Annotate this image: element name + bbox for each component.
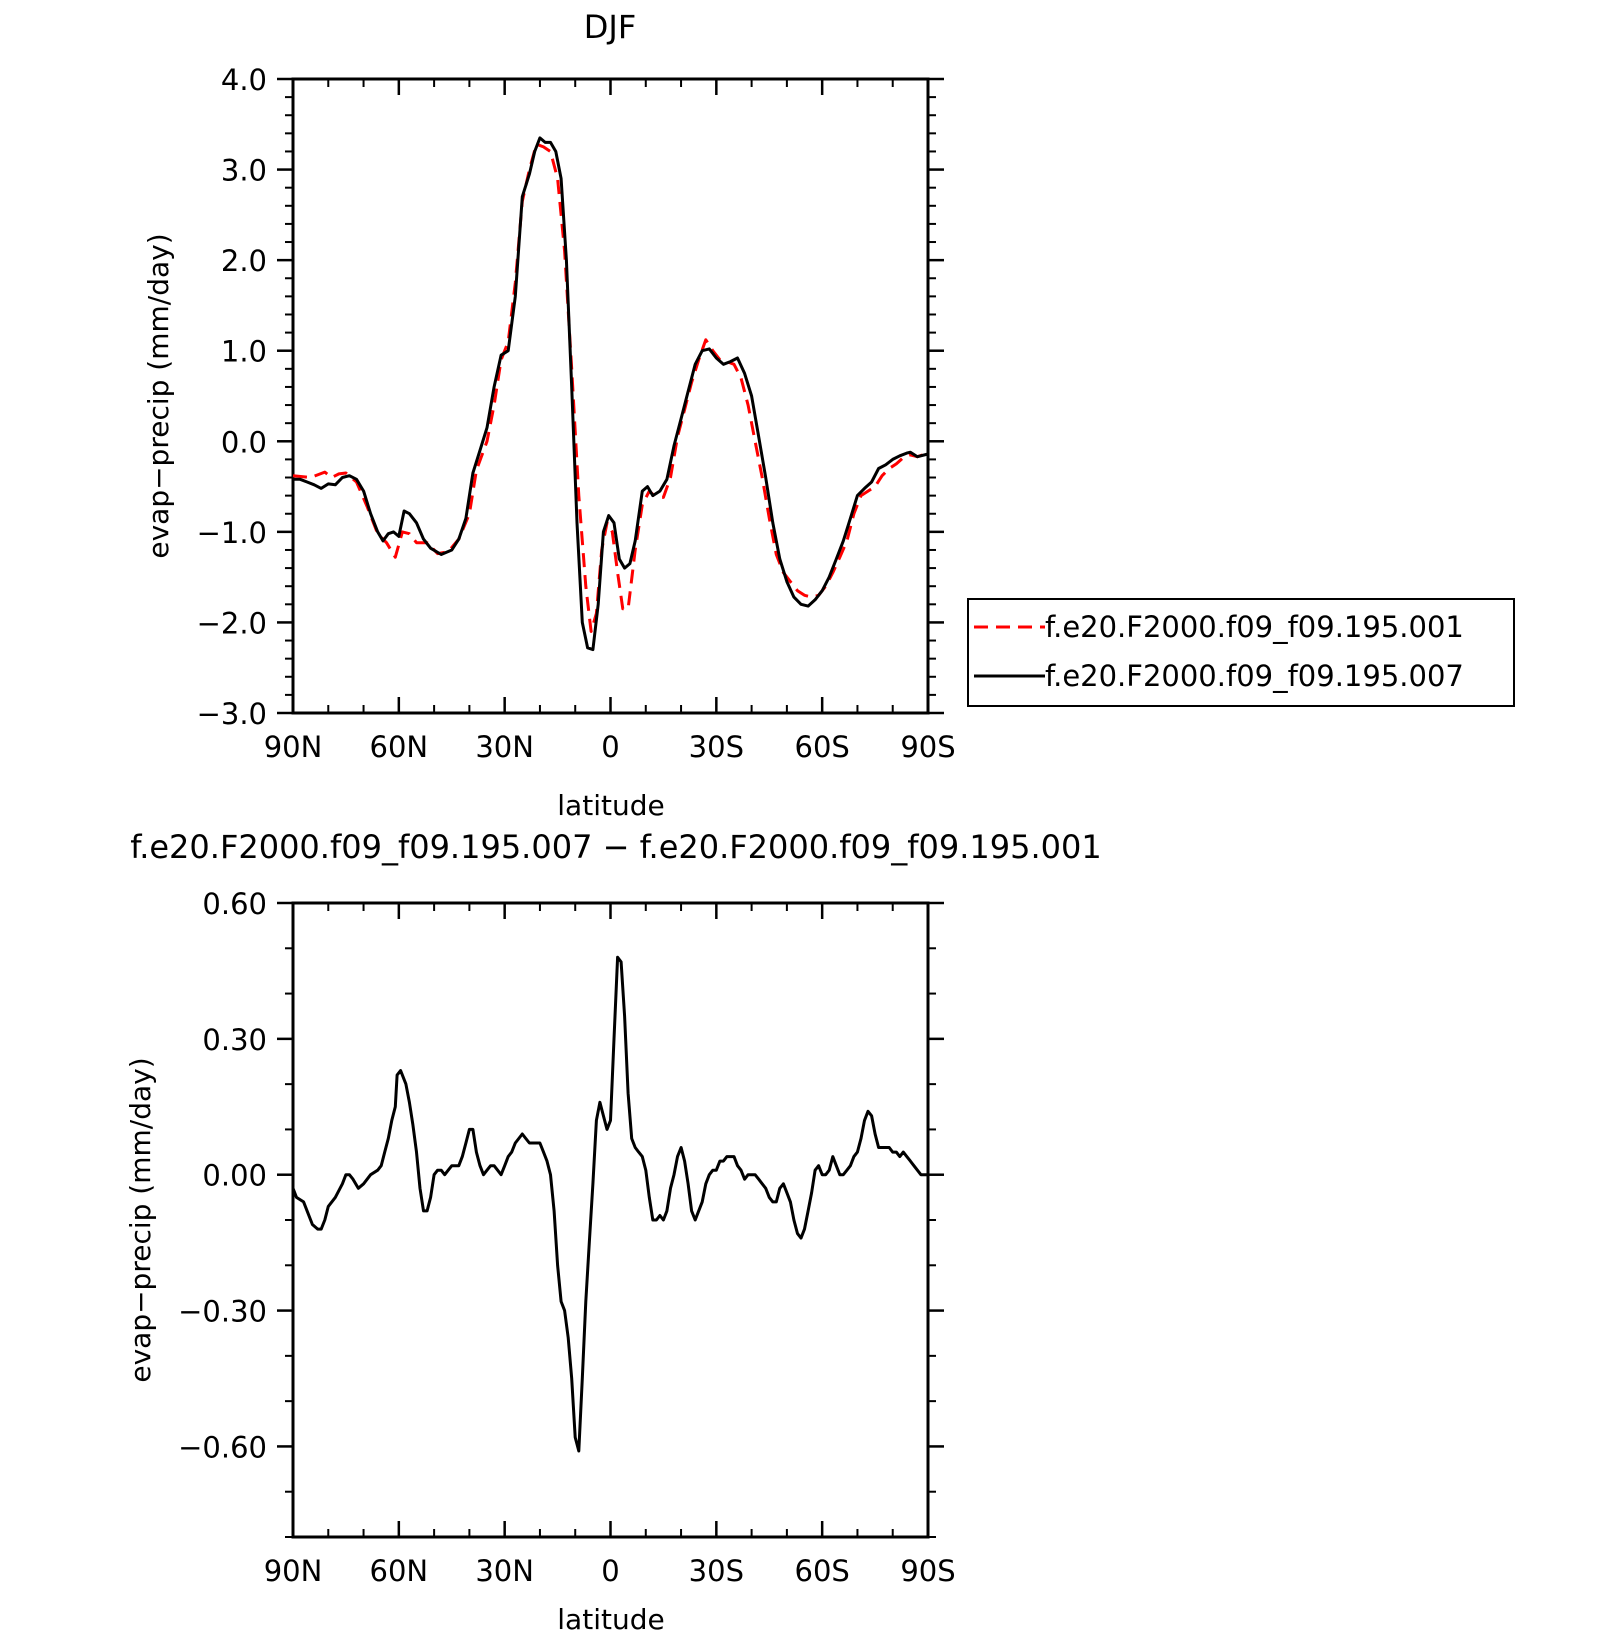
top-x-tick-label: 90S: [900, 730, 955, 764]
bottom-x-tick-label: 0: [601, 1554, 619, 1588]
difference-panel: f.e20.F2000.f09_f09.195.007 − f.e20.F200…: [124, 828, 1102, 1635]
top-y-tick-label: 0.0: [221, 425, 267, 459]
bottom-x-tick-label: 90S: [900, 1554, 955, 1588]
bottom-y-axis-label: evap−precip (mm/day): [124, 1057, 157, 1382]
top-x-tick-label: 30N: [475, 730, 534, 764]
top-y-tick-label: 1.0: [221, 335, 267, 369]
bottom-y-tick-label: −0.60: [178, 1430, 267, 1464]
top-y-tick-label: −2.0: [197, 606, 267, 640]
bottom-y-tick-label: −0.30: [178, 1295, 267, 1329]
top-x-tick-label: 0: [601, 730, 619, 764]
legend-box: [967, 598, 1515, 707]
top-series-line-0: [292, 142, 929, 633]
bottom-y-tick-label: 0.60: [202, 887, 267, 921]
bottom-x-tick-label: 60N: [370, 1554, 429, 1588]
djf-panel: DJF 90N 60N 30N 0 30S 60S 90S 4.0 3.0 2.0 1.0 0.0 −1…: [142, 8, 1515, 822]
legend: f.e20.F2000.f09_f09.195.001 f.e20.F2000.…: [967, 598, 1515, 707]
top-x-tick-label: 90N: [264, 730, 323, 764]
top-y-tick-label: −1.0: [197, 516, 267, 550]
top-plot-frame: [291, 77, 930, 715]
legend-label-007: f.e20.F2000.f09_f09.195.007: [1045, 659, 1464, 693]
bottom-x-axis-label: latitude: [557, 1603, 664, 1635]
top-x-axis-label: latitude: [557, 789, 664, 822]
bottom-y-tick-label: 0.30: [202, 1023, 267, 1057]
top-y-tick-label: 2.0: [221, 244, 267, 278]
bottom-series-line-0: [291, 955, 928, 1453]
bottom-x-tick-label: 60S: [795, 1554, 850, 1588]
bottom-chart-title: f.e20.F2000.f09_f09.195.007 − f.e20.F200…: [130, 828, 1102, 866]
top-series-line-1: [293, 136, 929, 652]
top-y-tick-label: 4.0: [221, 63, 267, 97]
legend-label-001: f.e20.F2000.f09_f09.195.001: [1045, 610, 1464, 644]
top-chart-title: DJF: [584, 8, 636, 46]
bottom-y-tick-label: 0.00: [202, 1159, 267, 1193]
top-y-tick-label: 3.0: [221, 154, 267, 188]
bottom-x-tick-label: 30S: [689, 1554, 744, 1588]
bottom-plot-frame: [291, 901, 930, 1539]
bottom-x-tick-label: 30N: [475, 1554, 534, 1588]
top-x-tick-label: 60S: [795, 730, 850, 764]
top-x-tick-label: 60N: [370, 730, 429, 764]
top-y-axis-label: evap−precip (mm/day): [142, 233, 175, 558]
bottom-x-tick-label: 90N: [264, 1554, 323, 1588]
top-x-tick-label: 30S: [689, 730, 744, 764]
top-y-tick-label: −3.0: [197, 697, 267, 731]
